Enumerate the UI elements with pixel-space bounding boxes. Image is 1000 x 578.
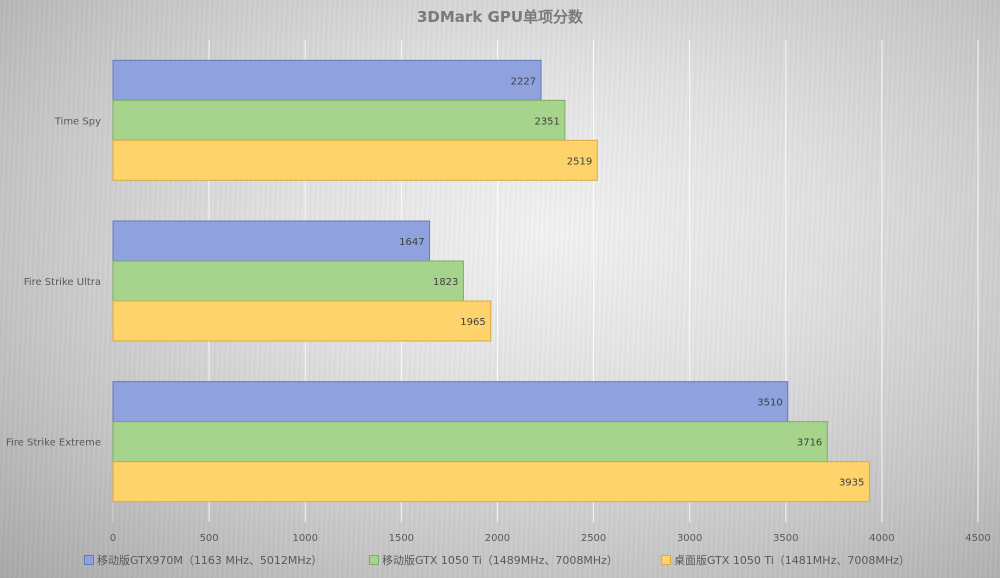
x-tick-label: 4000: [869, 533, 894, 544]
bar: [112, 421, 828, 463]
data-label: 1647: [399, 237, 424, 248]
chart-title: 3DMark GPU单项分数: [416, 8, 584, 26]
legend-swatch: [84, 555, 94, 565]
data-label: 3510: [757, 398, 782, 409]
x-tick-label: 2500: [581, 533, 606, 544]
bar: [112, 300, 492, 342]
data-label: 2351: [534, 116, 559, 127]
category-label: Time Spy: [54, 116, 101, 127]
x-tick-label: 2000: [485, 533, 510, 544]
data-label: 3716: [797, 438, 822, 449]
x-tick-label: 4500: [965, 533, 990, 544]
chart-legend: 移动版GTX970M（1163 MHz、5012MHz） 移动版GTX 1050 …: [0, 552, 1000, 572]
bar: [112, 59, 542, 101]
data-label: 2519: [567, 156, 592, 167]
legend-item: 移动版GTX970M（1163 MHz、5012MHz）: [84, 552, 322, 568]
bar: [112, 260, 464, 302]
x-tick-label: 3000: [677, 533, 702, 544]
legend-label: 移动版GTX 1050 Ti（1489MHz、7008MHz）: [382, 554, 618, 567]
legend-item: 桌面版GTX 1050 Ti（1481MHz、7008MHz）: [661, 552, 910, 568]
legend-label: 移动版GTX970M（1163 MHz、5012MHz）: [97, 554, 323, 567]
data-label: 3935: [839, 478, 864, 489]
bar: [112, 381, 789, 423]
x-tick-label: 1000: [292, 533, 317, 544]
bar: [112, 220, 431, 262]
legend-swatch: [661, 555, 671, 565]
x-tick-label: 3500: [773, 533, 798, 544]
data-label: 1823: [433, 277, 458, 288]
legend-swatch: [369, 555, 379, 565]
x-tick-label: 1500: [389, 533, 414, 544]
x-tick-label: 0: [110, 533, 116, 544]
bar: [112, 461, 870, 503]
bar: [112, 99, 566, 141]
legend-label: 桌面版GTX 1050 Ti（1481MHz、7008MHz）: [674, 554, 910, 567]
bar: [112, 139, 598, 181]
x-tick-label: 500: [200, 533, 219, 544]
data-label: 1965: [460, 317, 485, 328]
category-label: Fire Strike Extreme: [6, 438, 101, 449]
legend-item: 移动版GTX 1050 Ti（1489MHz、7008MHz）: [369, 552, 618, 568]
category-label: Fire Strike Ultra: [24, 277, 101, 288]
data-label: 2227: [511, 76, 536, 87]
